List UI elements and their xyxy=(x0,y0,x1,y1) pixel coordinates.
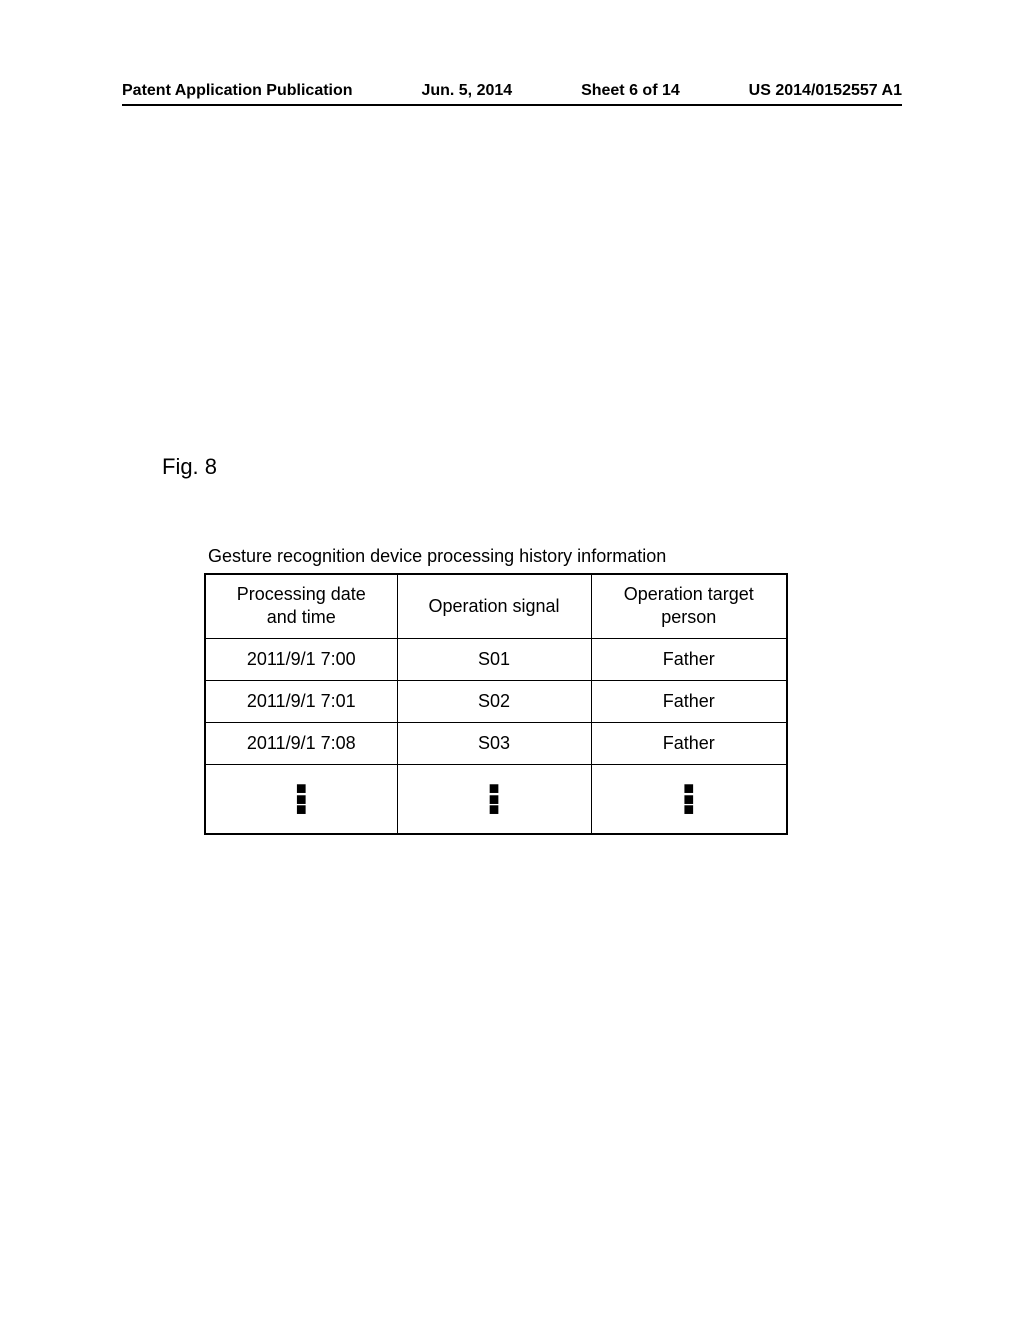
cell-target: Father xyxy=(591,638,787,680)
cell-date: 2011/9/1 7:08 xyxy=(205,722,397,764)
dot-icon: ■ xyxy=(410,804,579,815)
table-row: 2011/9/1 7:01 S02 Father xyxy=(205,680,787,722)
cell-ellipsis: ■ ■ ■ xyxy=(591,764,787,834)
publication-type: Patent Application Publication xyxy=(122,82,353,100)
table-row-ellipsis: ■ ■ ■ ■ ■ ■ ■ ■ ■ xyxy=(205,764,787,834)
figure-label: Fig. 8 xyxy=(162,454,217,480)
history-table-container: Gesture recognition device processing hi… xyxy=(204,546,788,835)
sheet-number: Sheet 6 of 14 xyxy=(581,82,680,100)
header-text: Operation signal xyxy=(428,596,559,616)
cell-target: Father xyxy=(591,680,787,722)
table-row: 2011/9/1 7:00 S01 Father xyxy=(205,638,787,680)
header-text: person xyxy=(661,607,716,627)
header-divider xyxy=(122,104,902,106)
table-caption: Gesture recognition device processing hi… xyxy=(208,546,788,567)
dot-icon: ■ xyxy=(218,804,385,815)
cell-date: 2011/9/1 7:01 xyxy=(205,680,397,722)
publication-date: Jun. 5, 2014 xyxy=(421,82,512,100)
header-text: Processing date xyxy=(237,584,366,604)
header-text: Operation target xyxy=(624,584,754,604)
dot-icon: ■ xyxy=(604,804,775,815)
cell-signal: S01 xyxy=(397,638,591,680)
cell-signal: S03 xyxy=(397,722,591,764)
table-row: 2011/9/1 7:08 S03 Father xyxy=(205,722,787,764)
cell-ellipsis: ■ ■ ■ xyxy=(397,764,591,834)
cell-ellipsis: ■ ■ ■ xyxy=(205,764,397,834)
table-header-row: Processing date and time Operation signa… xyxy=(205,574,787,638)
cell-date: 2011/9/1 7:00 xyxy=(205,638,397,680)
column-header-date: Processing date and time xyxy=(205,574,397,638)
header-text: and time xyxy=(267,607,336,627)
history-table: Processing date and time Operation signa… xyxy=(204,573,788,835)
cell-signal: S02 xyxy=(397,680,591,722)
cell-target: Father xyxy=(591,722,787,764)
publication-number: US 2014/0152557 A1 xyxy=(749,82,902,100)
column-header-target: Operation target person xyxy=(591,574,787,638)
page-header: Patent Application Publication Jun. 5, 2… xyxy=(0,82,1024,100)
column-header-signal: Operation signal xyxy=(397,574,591,638)
